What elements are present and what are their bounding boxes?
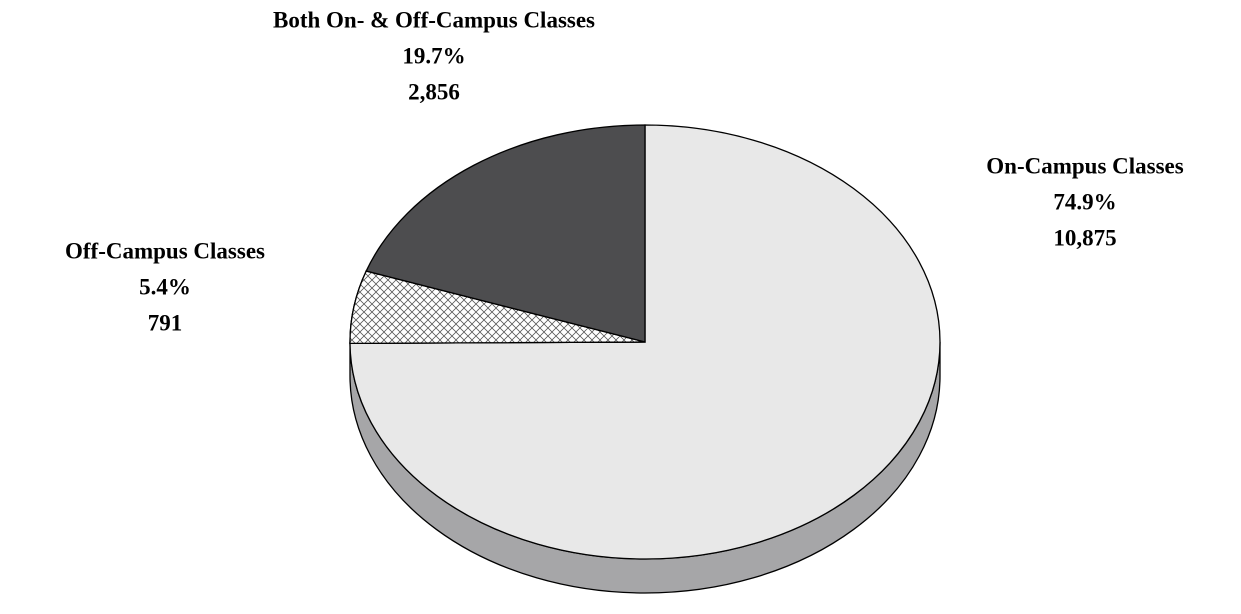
slice-count: 2,856 [408, 79, 460, 104]
slice-count: 791 [148, 310, 183, 335]
slice-label: On-Campus Classes [986, 153, 1184, 178]
slice-label: Off-Campus Classes [65, 238, 265, 263]
slice-label: Both On- & Off-Campus Classes [273, 7, 595, 32]
slice-count: 10,875 [1053, 225, 1116, 250]
pie-slice [365, 124, 646, 343]
slice-percent: 19.7% [402, 43, 465, 68]
pie-slice [349, 124, 941, 560]
slice-percent: 74.9% [1053, 189, 1116, 214]
slice-percent: 5.4% [139, 274, 191, 299]
